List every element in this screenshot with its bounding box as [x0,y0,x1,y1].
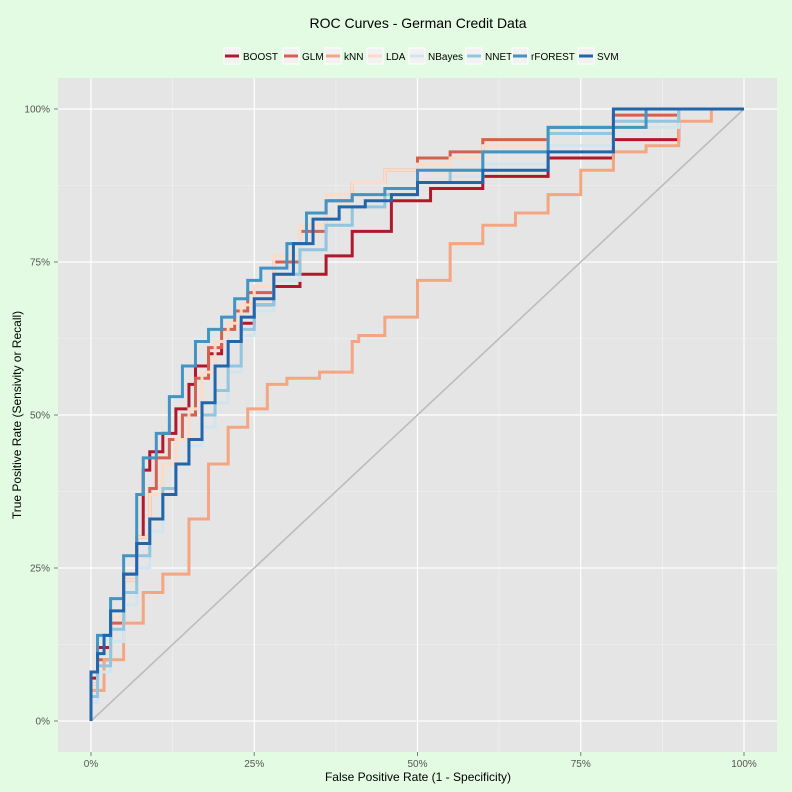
y-tick-label: 100% [24,105,50,116]
x-tick-label: 100% [731,759,757,770]
roc-line-svm [89,107,744,721]
legend-label: NNET [485,52,512,63]
legend-label: kNN [344,52,363,63]
legend-label: LDA [386,52,406,63]
y-tick-label: 0% [36,717,51,728]
legend-label: rFOREST [531,52,575,63]
y-tick-label: 25% [30,564,50,575]
legend-label: NBayes [428,52,463,63]
x-tick-label: 75% [571,759,591,770]
legend-label: GLM [302,52,324,63]
x-axis-label: False Positive Rate (1 - Specificity) [325,770,511,784]
legend-label: SVM [597,52,619,63]
legend-label: BOOST [243,52,278,63]
y-tick-label: 75% [30,258,50,269]
y-axis-label: True Positive Rate (Sensivity or Recall) [10,311,24,519]
x-tick-label: 0% [84,759,99,770]
x-tick-label: 25% [244,759,264,770]
x-tick-label: 50% [407,759,427,770]
axis-ticks: 0% 25% 50% 75% 100% 0% 25% 50% 75% 100% [24,105,756,771]
roc-line-knn [89,107,744,721]
series-lines [89,107,745,722]
reference-diagonal [90,108,745,722]
legend: BOOST GLM kNN LDA NBayes NNET rFOREST SVM [223,47,619,65]
y-tick-label: 50% [30,411,50,422]
chart-title: ROC Curves - German Credit Data [309,15,526,31]
